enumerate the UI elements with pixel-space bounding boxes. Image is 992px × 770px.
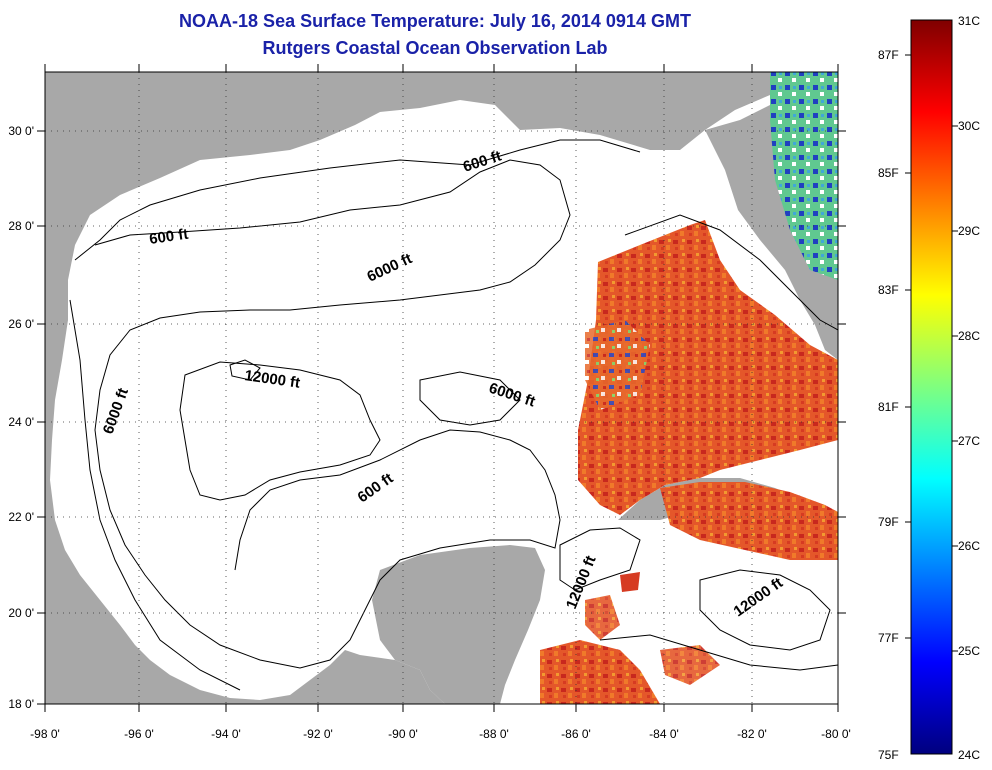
lon-label: -90 0' <box>388 727 418 741</box>
lon-label: -92 0' <box>303 727 333 741</box>
tick-marks <box>37 64 846 712</box>
lat-label: 26 0' <box>8 317 34 331</box>
lon-label: -86 0' <box>561 727 591 741</box>
colorbar <box>910 19 953 755</box>
lon-label: -94 0' <box>211 727 241 741</box>
lat-label: 20 0' <box>8 606 34 620</box>
colorbar-label-c: 26C <box>958 539 981 553</box>
colorbar-ticks <box>905 54 958 652</box>
lon-label: -96 0' <box>124 727 154 741</box>
map-frame <box>44 71 839 705</box>
colorbar-label-f: 87F <box>878 48 899 62</box>
colorbar-label-c: 28C <box>958 329 981 343</box>
lat-label: 24 0' <box>8 415 34 429</box>
lat-label: 22 0' <box>8 510 34 524</box>
colorbar-label-f: 77F <box>878 631 899 645</box>
lon-label: -82 0' <box>737 727 767 741</box>
lon-label: -80 0' <box>821 727 851 741</box>
lat-labels: 30 0' 28 0' 26 0' 24 0' 22 0' 20 0' 18 0… <box>8 124 34 711</box>
contour-label-600ft: 600 ft <box>148 226 189 248</box>
lat-label: 28 0' <box>8 219 34 233</box>
colorbar-label-c: 30C <box>958 119 981 133</box>
lon-label: -84 0' <box>649 727 679 741</box>
colorbar-label-c: 27C <box>958 434 981 448</box>
lon-label: -88 0' <box>479 727 509 741</box>
colorbar-label-c: 31C <box>958 14 981 28</box>
lon-label: -98 0' <box>30 727 60 741</box>
map-title: NOAA-18 Sea Surface Temperature: July 16… <box>179 11 691 31</box>
sst-swath <box>540 72 838 704</box>
lat-label: 18 0' <box>8 697 34 711</box>
colorbar-label-f: 75F <box>878 748 899 762</box>
colorbar-label-f: 83F <box>878 283 899 297</box>
colorbar-label-c: 25C <box>958 644 981 658</box>
colorbar-label-c: 29C <box>958 224 981 238</box>
colorbar-label-f: 79F <box>878 515 899 529</box>
map-subtitle: Rutgers Coastal Ocean Observation Lab <box>262 38 608 58</box>
lat-label: 30 0' <box>8 124 34 138</box>
colorbar-label-f: 85F <box>878 166 899 180</box>
colorbar-label-c: 24C <box>958 748 981 762</box>
lon-labels: -98 0' -96 0' -94 0' -92 0' -90 0' -88 0… <box>30 727 851 741</box>
bathymetry-contours <box>69 139 838 691</box>
graticule <box>45 72 838 704</box>
colorbar-label-f: 81F <box>878 400 899 414</box>
